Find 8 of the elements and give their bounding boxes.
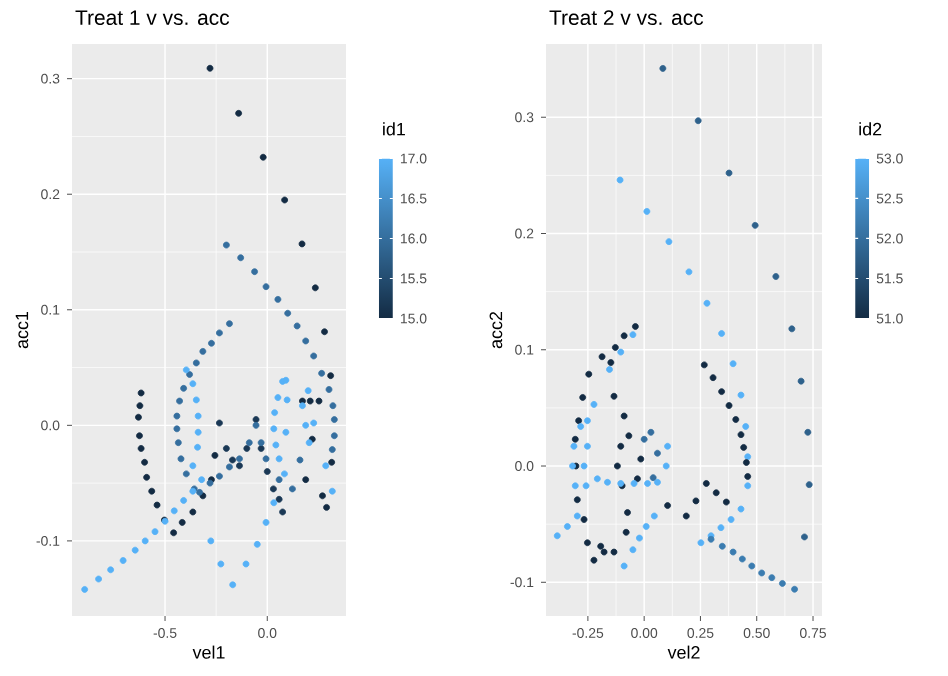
chart-title: Treat 1 v vs. acc (75, 10, 230, 26)
x-axis-title: vel2 (667, 645, 700, 659)
y-axis-title: acc2 (489, 311, 503, 349)
chart-title: Treat 2 v vs. acc (549, 10, 704, 26)
color-bar-title: id2 (859, 122, 882, 136)
color-bar-title: id1 (383, 122, 405, 136)
y-axis-title: acc1 (15, 311, 29, 349)
x-axis-title: vel1 (192, 645, 225, 659)
